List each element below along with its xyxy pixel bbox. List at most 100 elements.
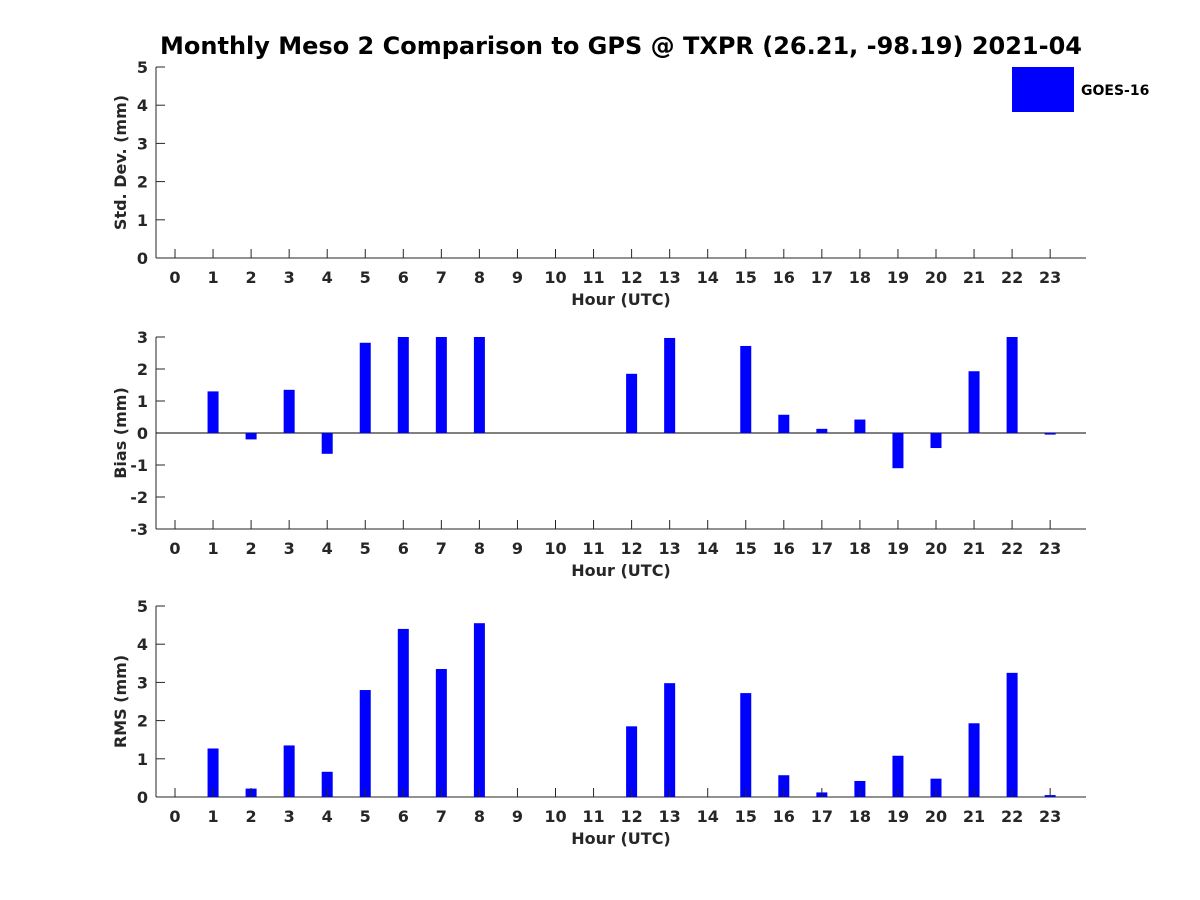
bar-hour-23 xyxy=(1044,433,1056,435)
legend-swatch xyxy=(1012,67,1074,112)
bar-hour-4 xyxy=(321,433,333,454)
x-tick-label: 2 xyxy=(246,268,257,287)
x-tick-label: 16 xyxy=(773,539,795,558)
bar-hour-13 xyxy=(664,337,676,433)
bar-hour-20 xyxy=(930,433,942,449)
x-tick-label: 3 xyxy=(284,807,295,826)
x-tick-label: 7 xyxy=(436,268,447,287)
x-tick-label: 7 xyxy=(436,539,447,558)
bar-hour-2 xyxy=(245,433,257,440)
x-tick-label: 12 xyxy=(620,539,642,558)
x-tick-label: 16 xyxy=(773,268,795,287)
x-axis-label: Hour (UTC) xyxy=(571,829,671,848)
x-tick-label: 17 xyxy=(811,268,833,287)
bar-hour-21 xyxy=(968,723,980,797)
bar-hour-22 xyxy=(1006,337,1018,433)
bar-hour-7 xyxy=(435,669,447,797)
x-tick-label: 20 xyxy=(925,539,947,558)
y-tick-label: 1 xyxy=(137,750,148,769)
legend-label: GOES-16 xyxy=(1081,83,1149,99)
y-tick-label: 0 xyxy=(137,424,148,443)
x-tick-label: 3 xyxy=(284,268,295,287)
x-tick-label: 11 xyxy=(582,268,604,287)
y-tick-label: 5 xyxy=(137,58,148,77)
x-tick-label: 18 xyxy=(849,268,871,287)
x-tick-label: 21 xyxy=(963,539,985,558)
x-tick-label: 12 xyxy=(620,807,642,826)
y-tick-label: 5 xyxy=(137,597,148,616)
x-tick-label: 17 xyxy=(811,539,833,558)
x-tick-label: 9 xyxy=(512,807,523,826)
x-axis-label: Hour (UTC) xyxy=(571,290,671,309)
bar-hour-22 xyxy=(1006,672,1018,797)
bar-hour-20 xyxy=(930,778,942,797)
x-tick-label: 23 xyxy=(1039,539,1061,558)
y-tick-label: 3 xyxy=(137,673,148,692)
bar-hour-15 xyxy=(740,345,752,433)
x-tick-label: 1 xyxy=(207,268,218,287)
bar-hour-1 xyxy=(207,748,219,797)
x-tick-label: 11 xyxy=(582,807,604,826)
x-tick-label: 19 xyxy=(887,539,909,558)
y-tick-label: 1 xyxy=(137,211,148,230)
y-tick-label: 2 xyxy=(137,173,148,192)
x-tick-label: 23 xyxy=(1039,807,1061,826)
x-tick-label: 8 xyxy=(474,268,485,287)
y-tick-label: 0 xyxy=(137,249,148,268)
x-tick-label: 0 xyxy=(169,807,180,826)
bar-hour-12 xyxy=(626,726,638,797)
x-tick-label: 22 xyxy=(1001,539,1023,558)
y-tick-label: -3 xyxy=(130,520,148,539)
y-tick-label: 3 xyxy=(137,134,148,153)
y-axis-label: Std. Dev. (mm) xyxy=(111,95,130,230)
x-tick-label: 21 xyxy=(963,268,985,287)
y-tick-label: 3 xyxy=(137,328,148,347)
y-tick-label: 0 xyxy=(137,788,148,807)
legend: GOES-16 xyxy=(1012,67,1149,112)
x-tick-label: 9 xyxy=(512,268,523,287)
bar-hour-1 xyxy=(207,391,219,433)
bar-hour-4 xyxy=(321,771,333,797)
bar-hour-18 xyxy=(854,419,866,433)
y-axis-label: RMS (mm) xyxy=(111,655,130,748)
x-tick-label: 8 xyxy=(474,539,485,558)
y-tick-label: -2 xyxy=(130,488,148,507)
x-tick-label: 14 xyxy=(697,539,719,558)
x-tick-label: 10 xyxy=(544,268,566,287)
bar-hour-6 xyxy=(397,628,409,797)
x-tick-label: 3 xyxy=(284,539,295,558)
x-tick-label: 2 xyxy=(246,539,257,558)
bar-hour-19 xyxy=(892,755,904,797)
x-tick-label: 22 xyxy=(1001,807,1023,826)
bar-hour-5 xyxy=(359,342,371,433)
bar-hour-16 xyxy=(778,414,790,433)
x-tick-label: 18 xyxy=(849,539,871,558)
x-tick-label: 14 xyxy=(697,268,719,287)
x-tick-label: 9 xyxy=(512,539,523,558)
y-tick-label: 2 xyxy=(137,360,148,379)
x-tick-label: 15 xyxy=(735,807,757,826)
x-tick-label: 5 xyxy=(360,807,371,826)
x-tick-label: 19 xyxy=(887,268,909,287)
x-tick-label: 8 xyxy=(474,807,485,826)
y-axis-label: Bias (mm) xyxy=(111,387,130,479)
x-tick-label: 4 xyxy=(322,539,333,558)
x-tick-label: 14 xyxy=(697,807,719,826)
x-tick-label: 2 xyxy=(246,807,257,826)
x-tick-label: 10 xyxy=(544,807,566,826)
x-tick-label: 23 xyxy=(1039,268,1061,287)
bar-hour-7 xyxy=(435,337,447,433)
bar-hour-3 xyxy=(283,389,295,433)
y-tick-label: 2 xyxy=(137,712,148,731)
x-tick-label: 12 xyxy=(620,268,642,287)
y-tick-label: -1 xyxy=(130,456,148,475)
x-tick-label: 5 xyxy=(360,539,371,558)
x-tick-label: 4 xyxy=(322,268,333,287)
x-tick-label: 6 xyxy=(398,268,409,287)
x-tick-label: 19 xyxy=(887,807,909,826)
